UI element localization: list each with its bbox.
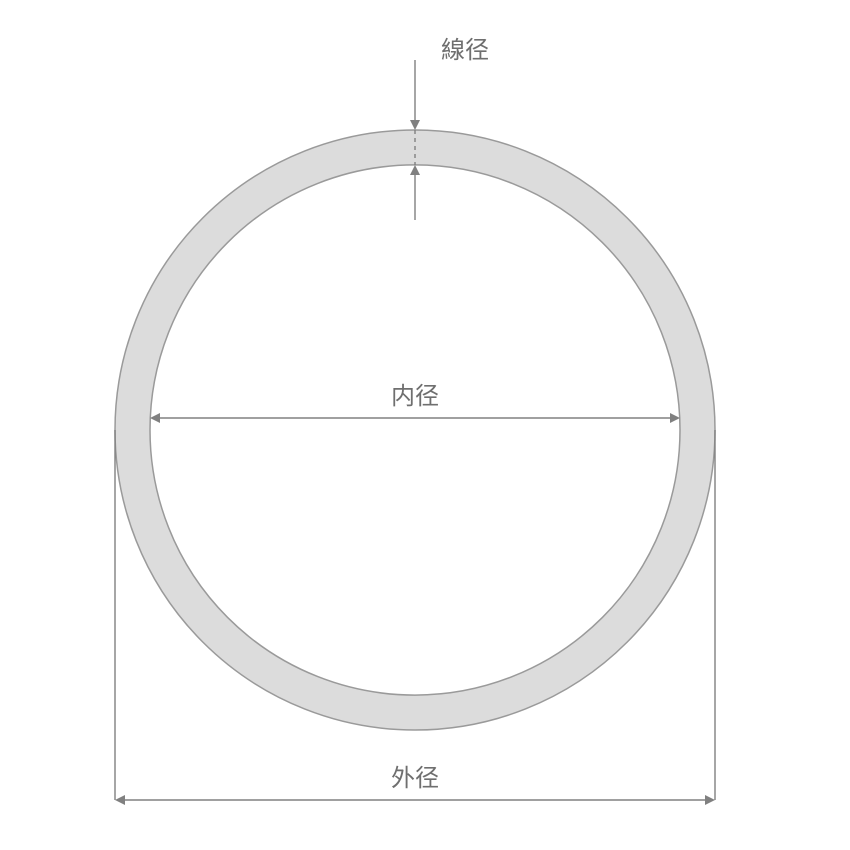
wire-diameter-dimension: 線径 xyxy=(415,37,489,220)
outer-diameter-label: 外径 xyxy=(391,765,439,792)
wire-diameter-label: 線径 xyxy=(441,37,489,64)
inner-diameter-label: 内径 xyxy=(391,383,439,410)
inner-diameter-dimension: 内径 xyxy=(152,383,678,418)
